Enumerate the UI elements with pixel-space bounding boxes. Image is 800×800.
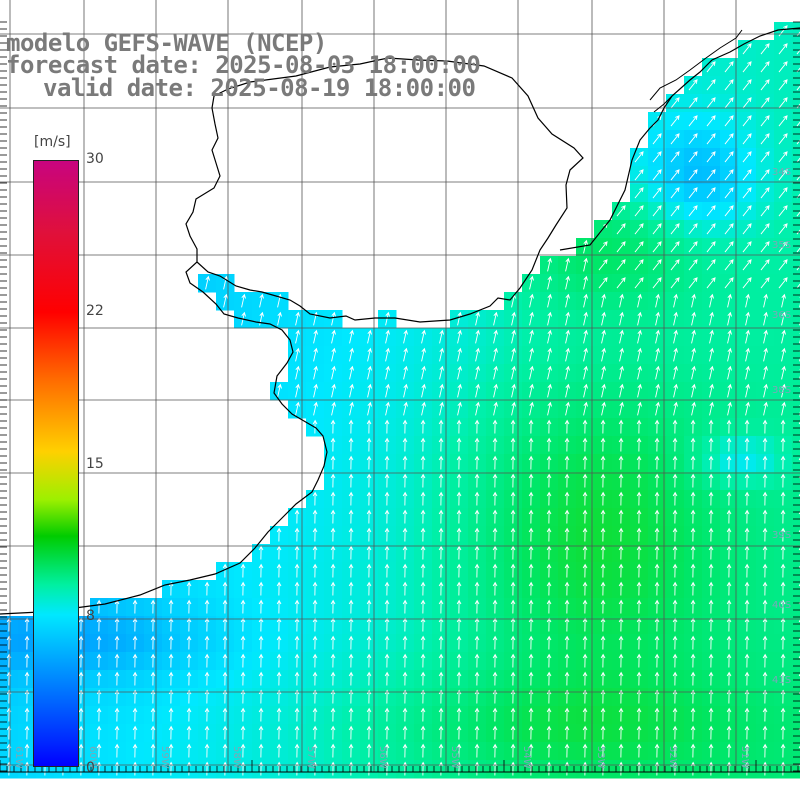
- lat-label: 38S: [772, 385, 791, 396]
- lon-label: 52W: [667, 746, 678, 769]
- lat-label: 35S: [772, 240, 791, 251]
- lon-label: 58W: [231, 746, 242, 769]
- lat-label: 41S: [772, 675, 791, 686]
- model-title: modelo GEFS-WAVE (NCEP): [6, 29, 327, 57]
- lon-label: 51W: [739, 746, 750, 769]
- coastline-north: [559, 27, 800, 251]
- valid-date: valid date: 2025-08-19 18:00:00: [43, 74, 476, 102]
- lat-label: 39S: [772, 530, 791, 541]
- lon-label: 60W: [87, 746, 98, 769]
- lon-label: 53W: [595, 746, 606, 769]
- lat-lon-grid: [0, 0, 800, 772]
- axis-ticks: [0, 21, 800, 773]
- lon-label: 61W: [13, 746, 24, 769]
- lon-label: 55W: [449, 746, 460, 769]
- lat-label: 40S: [772, 600, 791, 611]
- lon-label: 56W: [377, 746, 388, 769]
- lat-label: 36S: [772, 310, 791, 321]
- lon-label: 54W: [521, 746, 532, 769]
- forecast-date: forecast date: 2025-08-03 18:00:00: [6, 51, 481, 79]
- lat-label: 34S: [772, 167, 791, 178]
- lagoon-outline: [649, 29, 743, 113]
- coastline: [0, 57, 584, 615]
- lon-label: 57W: [305, 746, 316, 769]
- lon-label: 59W: [159, 746, 170, 769]
